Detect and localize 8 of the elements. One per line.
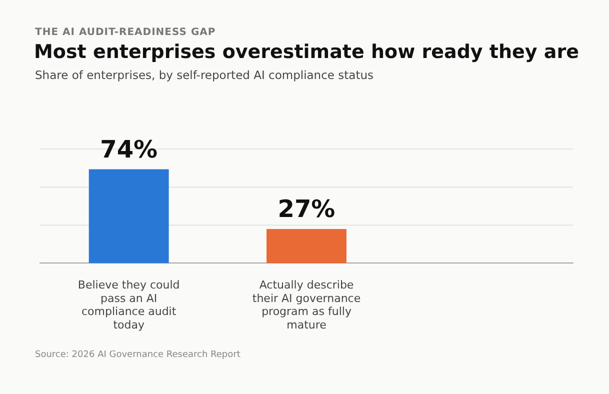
x-tick-label: Believe they could pass an AI compliance audit today	[78, 278, 180, 332]
source-note: Source: 2026 AI Governance Research Report	[35, 350, 240, 360]
chart-title: Most enterprises overestimate how ready they are	[34, 41, 580, 63]
x-tick-label: Actually describe their AI governance program as fully mature	[252, 278, 361, 332]
chart-subtitle: Share of enterprises, by self-reported AI compliance status	[35, 68, 374, 82]
text: THE AI AUDIT-READINESS GAP	[35, 27, 216, 38]
data-label: 27%	[278, 195, 336, 224]
data-label: 74%	[100, 136, 158, 164]
